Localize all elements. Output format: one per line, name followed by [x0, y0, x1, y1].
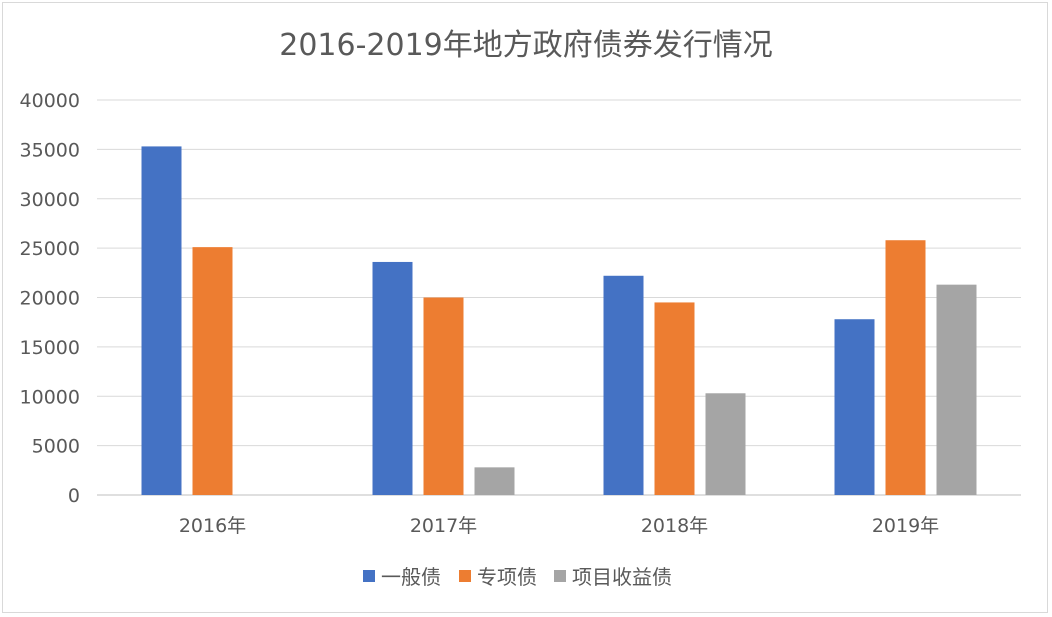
- bar-3-3: [705, 393, 746, 495]
- bar-2-1: [192, 247, 233, 495]
- legend-label: 专项债: [477, 565, 537, 589]
- x-tick-label: 2016年: [179, 515, 246, 537]
- x-tick-label: 2019年: [872, 515, 939, 537]
- bar-3-4: [936, 284, 977, 495]
- bar-series: [141, 146, 977, 495]
- bar-1-2: [372, 261, 413, 495]
- bar-1-3: [603, 275, 644, 495]
- bar-2-4: [885, 240, 926, 495]
- legend-swatch: [459, 570, 471, 582]
- x-tick-label: 2017年: [410, 515, 477, 537]
- bar-3-2: [474, 467, 515, 495]
- y-tick-label: 30000: [20, 189, 80, 211]
- legend: 一般债 专项债 项目收益债: [363, 565, 672, 589]
- bar-1-4: [834, 319, 875, 495]
- legend-swatch: [363, 570, 375, 582]
- bar-2-2: [423, 297, 464, 495]
- y-tick-label: 40000: [20, 90, 80, 112]
- legend-swatch: [554, 570, 566, 582]
- y-tick-label: 20000: [20, 288, 80, 310]
- x-tick-label: 2018年: [641, 515, 708, 537]
- y-tick-label: 15000: [20, 337, 80, 359]
- gridlines: [97, 99, 1021, 496]
- bar-2-3: [654, 302, 695, 495]
- y-tick-label: 5000: [32, 436, 80, 458]
- x-axis-labels: 2016年 2017年 2018年 2019年: [179, 515, 939, 537]
- legend-label: 一般债: [381, 565, 441, 589]
- y-tick-label: 35000: [20, 139, 80, 161]
- bar-1-1: [141, 146, 182, 495]
- legend-label: 项目收益债: [572, 565, 672, 589]
- y-axis-labels: 0 5000 10000 15000 20000 25000 30000 35000 40000: [20, 90, 80, 507]
- y-tick-label: 0: [68, 485, 80, 507]
- y-tick-label: 10000: [20, 386, 80, 408]
- chart-title: 2016-2019年地方政府债券发行情况: [279, 28, 773, 63]
- y-tick-label: 25000: [20, 238, 80, 260]
